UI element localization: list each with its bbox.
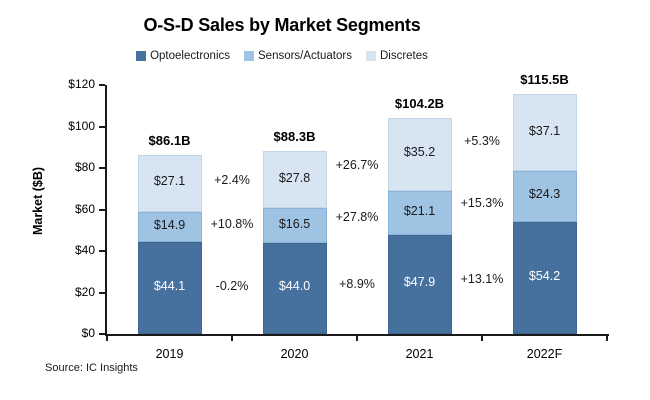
x-category-label: 2021 — [405, 347, 434, 361]
legend-swatch-icon — [136, 51, 147, 61]
bar-segment-discretes — [387, 117, 452, 191]
x-tick — [606, 336, 608, 341]
segment-value-label: $37.1 — [528, 123, 561, 138]
y-tick — [99, 167, 105, 169]
segment-value-label: $44.0 — [278, 279, 311, 294]
x-tick — [231, 336, 233, 341]
bar-segment-sensors-actuators — [262, 208, 327, 243]
y-tick — [99, 333, 105, 335]
source-label: Source: IC Insights — [45, 362, 138, 374]
growth-label: +13.1% — [460, 272, 504, 287]
legend-label: Discretes — [379, 50, 428, 62]
bar-segment-sensors-actuators — [137, 211, 202, 243]
segment-value-label: $24.3 — [528, 187, 561, 202]
segment-value-label: $27.8 — [278, 170, 311, 185]
legend-swatch-icon — [244, 51, 254, 61]
y-tick-label: $120 — [68, 77, 95, 91]
total-label: $115.5B — [520, 72, 569, 88]
growth-label: +15.3% — [460, 195, 504, 210]
bar-segment-discretes — [512, 94, 577, 172]
x-axis-line — [105, 334, 609, 336]
bar-segment-optoelectronics — [387, 234, 452, 334]
total-label: $88.3B — [273, 128, 316, 144]
legend-item-optoelectronics: Optoelectronics — [136, 50, 230, 62]
bar-segment-optoelectronics — [137, 242, 202, 334]
x-tick — [481, 336, 483, 341]
growth-label: +10.8% — [210, 217, 254, 232]
y-tick-label: $0 — [81, 326, 95, 340]
segment-value-label: $14.9 — [153, 218, 186, 233]
x-category-label: 2020 — [280, 347, 309, 361]
legend: Optoelectronics Sensors/Actuators Discre… — [0, 50, 564, 62]
x-category-label: 2019 — [155, 347, 184, 361]
y-tick — [99, 84, 105, 86]
segment-value-label: $54.2 — [528, 268, 561, 283]
total-label: $86.1B — [148, 133, 191, 149]
segment-value-label: $16.5 — [278, 216, 311, 231]
segment-value-label: $44.1 — [153, 279, 186, 294]
bar-segment-discretes — [137, 155, 202, 212]
x-tick — [356, 336, 358, 341]
y-tick — [99, 250, 105, 252]
legend-item-sensors-actuators: Sensors/Actuators — [244, 50, 352, 62]
chart-title: O-S-D Sales by Market Segments — [143, 15, 421, 35]
y-tick-label: $100 — [68, 118, 95, 133]
bar-segment-sensors-actuators — [512, 171, 577, 222]
segment-value-label: $47.9 — [403, 275, 436, 290]
segment-value-label: $35.2 — [403, 145, 436, 160]
growth-label: +5.3% — [464, 134, 500, 149]
segment-value-label: $21.1 — [403, 203, 436, 218]
y-tick — [99, 291, 105, 294]
y-tick-label: $60 — [74, 201, 95, 216]
legend-swatch-icon — [365, 51, 376, 61]
bar-segment-optoelectronics — [262, 242, 327, 334]
total-label: $104.2B — [394, 95, 445, 111]
x-tick — [106, 336, 108, 341]
growth-label: +26.7% — [335, 157, 379, 172]
y-tick-label: $40 — [74, 243, 95, 257]
segment-value-label: $27.1 — [153, 174, 186, 189]
legend-label: Optoelectronics — [150, 50, 230, 62]
bar-segment-sensors-actuators — [387, 190, 452, 235]
y-tick — [99, 208, 105, 211]
growth-label: -0.2% — [215, 279, 249, 294]
y-tick-label: $80 — [74, 160, 95, 174]
y-tick-label: $20 — [74, 284, 95, 299]
y-tick — [99, 125, 105, 128]
growth-label: +2.4% — [214, 172, 250, 187]
legend-label: Sensors/Actuators — [258, 50, 352, 62]
bar-segment-discretes — [262, 150, 327, 209]
legend-item-discretes: Discretes — [365, 50, 428, 62]
bar-segment-optoelectronics — [512, 221, 577, 334]
x-category-label: 2022F — [526, 347, 563, 361]
y-axis-line — [105, 85, 107, 336]
growth-label: +8.9% — [339, 277, 375, 292]
growth-label: +27.8% — [335, 210, 379, 225]
